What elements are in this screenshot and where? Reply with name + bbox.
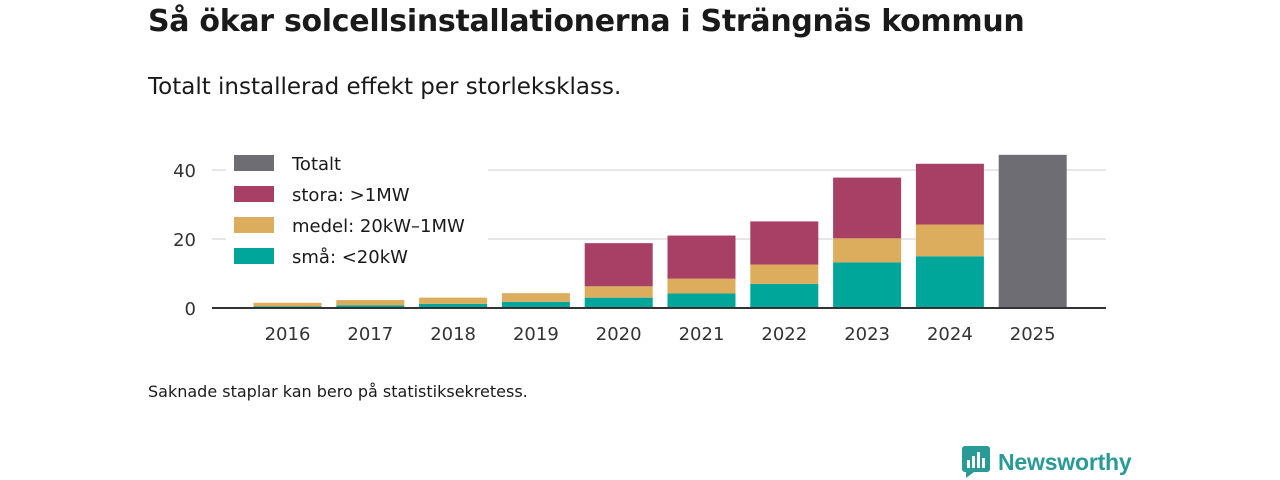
newsworthy-logo-icon [962, 446, 990, 478]
legend-label-stora: stora: >1MW [292, 185, 410, 206]
bar-medel-2024 [915, 224, 984, 257]
x-tick-label-2024: 2024 [927, 324, 973, 345]
x-tick-label-2021: 2021 [679, 324, 725, 345]
x-tick-label-2019: 2019 [513, 324, 559, 345]
x-tick-label-2016: 2016 [265, 324, 311, 345]
bar-sma-2024 [915, 256, 984, 308]
y-tick-label-40: 40 [173, 161, 196, 182]
brand-name: Newsworthy [998, 448, 1132, 475]
y-tick-label-0: 0 [185, 299, 196, 320]
x-tick-label-2023: 2023 [844, 324, 890, 345]
bar-sma-2020 [584, 297, 653, 308]
bar-stora-2023 [833, 177, 902, 239]
bar-medel-2023 [833, 238, 902, 263]
chart-title: Så ökar solcellsinstallationerna i Strän… [148, 4, 1025, 39]
legend-swatch-sma [234, 248, 274, 264]
bar-stora-2021 [667, 235, 736, 279]
x-tick-label-2017: 2017 [347, 324, 393, 345]
legend-label-totalt: Totalt [291, 154, 341, 175]
bar-stora-2024 [915, 163, 984, 225]
footnote: Saknade staplar kan bero på statistiksek… [148, 382, 528, 401]
x-tick-label-2018: 2018 [430, 324, 476, 345]
chart-subtitle: Totalt installerad effekt per storlekskl… [148, 74, 622, 100]
y-tick-label-20: 20 [173, 230, 196, 251]
bar-totalt-2025 [998, 154, 1067, 308]
legend-swatch-totalt [234, 155, 274, 171]
bar-medel-2021 [667, 278, 736, 294]
legend-label-medel: medel: 20kW–1MW [292, 216, 465, 237]
bar-medel-2019 [501, 293, 570, 302]
brand-logo: Newsworthy [962, 446, 1132, 478]
bar-sma-2023 [833, 262, 902, 308]
bar-medel-2022 [750, 264, 819, 284]
bar-medel-2018 [419, 297, 488, 304]
x-tick-label-2022: 2022 [761, 324, 807, 345]
bar-sma-2019 [501, 301, 570, 308]
bar-sma-2022 [750, 283, 819, 308]
bar-sma-2017 [336, 305, 405, 308]
bar-medel-2016 [253, 302, 322, 307]
legend-swatch-medel [234, 217, 274, 233]
bar-sma-2018 [419, 303, 488, 308]
bar-medel-2017 [336, 300, 405, 306]
legend-label-sma: små: <20kW [292, 247, 408, 268]
x-tick-label-2020: 2020 [596, 324, 642, 345]
bar-sma-2021 [667, 293, 736, 308]
x-tick-label-2025: 2025 [1010, 324, 1056, 345]
legend-swatch-stora [234, 186, 274, 202]
bar-medel-2020 [584, 286, 653, 298]
bar-stora-2022 [750, 221, 819, 265]
bar-stora-2020 [584, 243, 653, 287]
